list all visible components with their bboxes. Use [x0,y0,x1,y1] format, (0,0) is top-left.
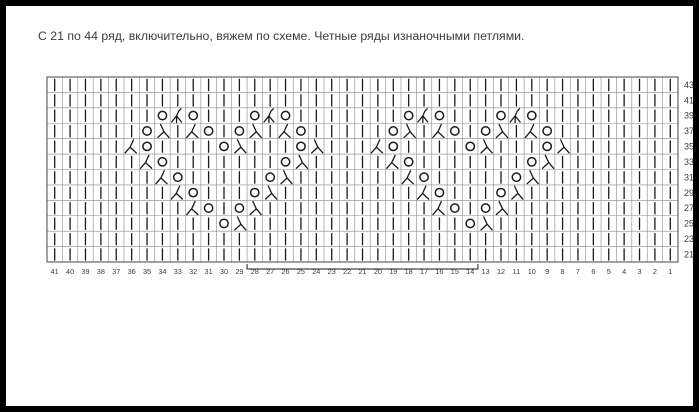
svg-text:9: 9 [545,267,549,276]
svg-text:27: 27 [684,203,693,213]
svg-text:32: 32 [189,267,197,276]
svg-text:18: 18 [405,267,413,276]
svg-text:19: 19 [389,267,397,276]
svg-text:43: 43 [684,80,693,90]
svg-text:12: 12 [497,267,505,276]
svg-text:23: 23 [328,267,336,276]
svg-text:35: 35 [143,267,151,276]
svg-text:35: 35 [684,142,693,152]
svg-text:29: 29 [235,267,243,276]
svg-text:3: 3 [637,267,641,276]
svg-text:27: 27 [266,267,274,276]
svg-text:16: 16 [435,267,443,276]
svg-text:34: 34 [158,267,166,276]
svg-text:22: 22 [343,267,351,276]
svg-text:10: 10 [528,267,536,276]
svg-text:26: 26 [281,267,289,276]
svg-text:20: 20 [374,267,382,276]
svg-text:13: 13 [482,267,490,276]
svg-text:17: 17 [420,267,428,276]
svg-text:30: 30 [220,267,228,276]
svg-text:21: 21 [684,249,693,259]
svg-text:25: 25 [297,267,305,276]
svg-text:33: 33 [684,157,693,167]
svg-text:39: 39 [81,267,89,276]
svg-text:29: 29 [684,188,693,198]
svg-text:21: 21 [358,267,366,276]
svg-text:31: 31 [684,172,693,182]
svg-text:5: 5 [607,267,611,276]
svg-text:31: 31 [205,267,213,276]
svg-text:39: 39 [684,111,693,121]
svg-text:41: 41 [684,95,693,105]
svg-text:24: 24 [312,267,320,276]
svg-text:6: 6 [591,267,595,276]
svg-text:25: 25 [684,219,693,229]
svg-text:14: 14 [466,267,474,276]
svg-text:38: 38 [97,267,105,276]
svg-text:40: 40 [66,267,74,276]
svg-text:36: 36 [128,267,136,276]
svg-text:23: 23 [684,234,693,244]
svg-text:1: 1 [668,267,672,276]
svg-text:37: 37 [684,126,693,136]
svg-text:15: 15 [451,267,459,276]
svg-text:2: 2 [653,267,657,276]
svg-text:41: 41 [51,267,59,276]
svg-text:37: 37 [112,267,120,276]
svg-text:28: 28 [251,267,259,276]
svg-text:4: 4 [622,267,626,276]
svg-text:33: 33 [174,267,182,276]
svg-text:8: 8 [561,267,565,276]
svg-text:7: 7 [576,267,580,276]
svg-text:11: 11 [513,267,521,276]
